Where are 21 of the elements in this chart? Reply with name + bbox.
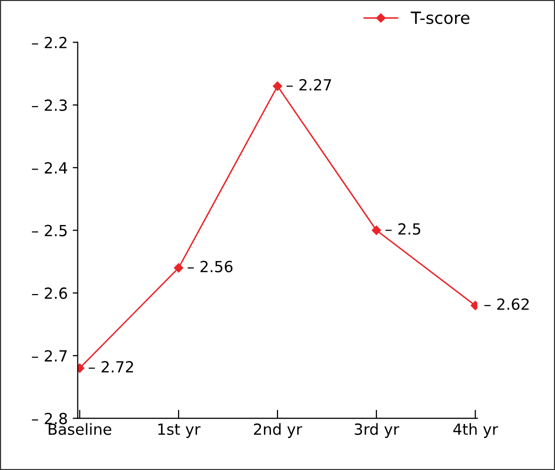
y-tick-label: – 2.8 — [32, 412, 67, 424]
y-tick-label: – 2.3 — [32, 99, 67, 111]
y-tick-label: – 2.7 — [32, 350, 67, 362]
data-label: – 2.62 — [484, 298, 529, 310]
data-label: – 2.27 — [286, 79, 332, 90]
point — [372, 226, 382, 235]
y-tick-label: – 2.5 — [32, 224, 67, 236]
x-tick-label: 1st yr — [158, 424, 201, 438]
legend-label: T-score — [410, 12, 470, 24]
x-tick-label: 3rd yr — [354, 423, 400, 438]
y-tick-label: – 2.2 — [32, 36, 66, 48]
y-tick-label: – 2.4 — [32, 162, 68, 174]
x-tick-label: 4th yr — [453, 423, 498, 438]
data-label: – 2.72 — [88, 361, 133, 372]
x-tick-label: 2nd yr — [254, 423, 302, 438]
point — [272, 82, 282, 91]
data-label: – 2.56 — [188, 260, 232, 272]
point — [174, 263, 184, 273]
x-tick-label: Baseline — [48, 423, 112, 435]
y-tick-label: – 2.6 — [32, 287, 68, 299]
data-label: – 2.5 — [385, 223, 420, 235]
